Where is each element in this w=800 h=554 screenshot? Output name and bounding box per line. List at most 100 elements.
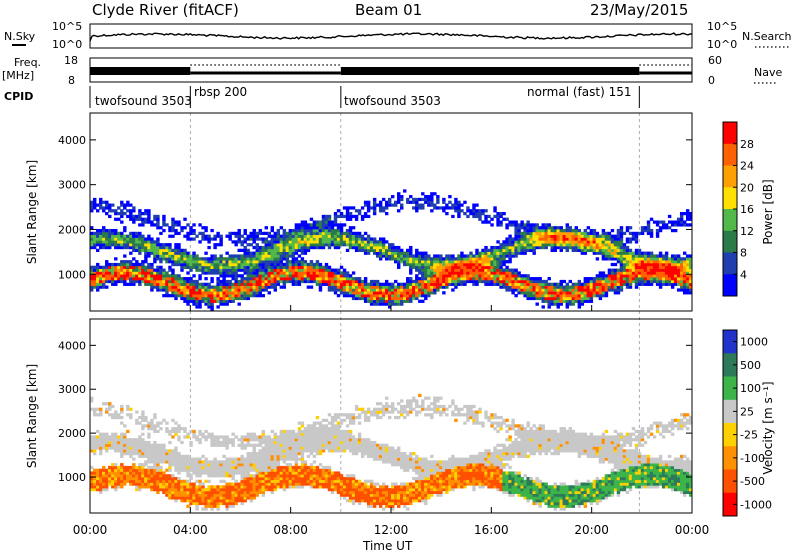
power-cell-345 [144, 265, 148, 269]
power-cell-2874 [556, 302, 560, 306]
velocity-cell-860 [228, 485, 232, 489]
velocity-cell-220 [126, 452, 130, 456]
velocity-cell-1124 [267, 457, 271, 461]
power-cell-2972 [571, 228, 576, 233]
power-cell-2672 [520, 231, 524, 236]
power-cell-570 [177, 243, 181, 247]
power-cell-1783 [366, 282, 371, 286]
power-cell-667 [192, 237, 196, 241]
power-cell-2109 [421, 271, 425, 275]
power-cell-1767 [363, 248, 368, 252]
power-cell-3495 [667, 282, 672, 286]
power-cell-2377 [472, 268, 476, 272]
velocity-cell-342 [147, 482, 151, 486]
power-cell-2891 [559, 299, 563, 303]
power-cell-3101 [595, 248, 600, 252]
power-cell-3058 [589, 299, 594, 303]
velocity-cell-655 [195, 479, 199, 483]
power-cell-2861 [553, 288, 557, 292]
velocity-cell-778 [216, 501, 220, 506]
power-cell-1518 [324, 265, 329, 269]
power-cell-1920 [387, 203, 392, 207]
power-cell-194 [120, 240, 124, 244]
velocity-cell-802 [219, 479, 223, 483]
power-cell-2953 [568, 234, 572, 238]
velocity-cell-195 [120, 410, 124, 414]
power-cell-3488 [664, 262, 669, 267]
power-cell-1144 [267, 279, 271, 284]
power-cell-2182 [433, 282, 437, 286]
power-cell-557 [177, 288, 181, 292]
power-cell-680 [195, 279, 199, 284]
velocity-cell-90 [105, 479, 109, 483]
velocity-cell-125 [111, 474, 115, 478]
power-cell-597 [183, 285, 187, 289]
power-cell-3054 [586, 237, 591, 241]
power-cell-3564 [679, 223, 684, 227]
power-cell-3552 [679, 288, 684, 292]
velocity-cell-26 [93, 449, 97, 453]
velocity-cell-1094 [264, 485, 268, 489]
power-cell-2203 [436, 268, 440, 272]
velocity-cell-38 [96, 479, 100, 483]
power-cell-2282 [451, 254, 455, 258]
power-cell-44 [96, 271, 100, 275]
power-cell-2135 [424, 257, 428, 261]
velocity-cell-1129 [267, 443, 271, 447]
cpid-segment-1: twofsound 3503 [95, 94, 192, 108]
power-cell-3145 [604, 294, 609, 298]
power-cell-88 [102, 234, 106, 238]
velocity-cell-308 [141, 463, 145, 467]
power-cell-996 [246, 291, 250, 295]
power-cell-2535 [499, 245, 503, 250]
power-cell-1974 [397, 195, 401, 199]
power-cell-209 [123, 268, 127, 272]
velocity-cell-540 [177, 490, 181, 494]
power-cell-360 [147, 279, 151, 284]
velocity-cell-789 [216, 463, 220, 467]
velocity-cell-478 [168, 493, 172, 497]
power-cell-887 [228, 262, 232, 267]
power-cell-3516 [670, 262, 675, 267]
power-cell-812 [216, 265, 220, 269]
power-cell-955 [240, 291, 244, 295]
power-cell-2084 [418, 288, 422, 292]
power-cell-3493 [664, 226, 669, 230]
power-cell-1283 [288, 271, 293, 275]
velocity-cell-787 [216, 468, 220, 472]
power-cell-1544 [327, 234, 332, 238]
velocity-cell-1042 [255, 463, 259, 467]
power-cell-3432 [652, 257, 657, 261]
power-cell-418 [156, 282, 160, 286]
power-cell-3233 [616, 245, 621, 250]
velocity-cell-440 [159, 446, 163, 450]
velocity-cell-717 [204, 438, 208, 442]
power-cell-3344 [634, 240, 639, 244]
power-cell-937 [237, 285, 241, 289]
velocity-cell-398 [153, 443, 157, 447]
power-cell-1138 [264, 237, 268, 241]
velocity-cell-305 [141, 471, 145, 475]
power-cell-1463 [315, 245, 320, 250]
power-cell-2627 [514, 251, 518, 255]
power-cell-2703 [526, 274, 530, 278]
power-cell-1464 [315, 243, 320, 247]
power-cell-3237 [616, 234, 621, 238]
power-cell-2679 [523, 285, 527, 289]
power-cell-2711 [526, 228, 530, 233]
power-cell-3221 [616, 285, 621, 289]
power-cell-878 [228, 291, 232, 295]
power-cell-1582 [333, 234, 338, 238]
power-cell-882 [228, 279, 232, 284]
power-cell-2063 [415, 285, 419, 289]
power-cell-1104 [261, 279, 265, 284]
power-cell-3044 [586, 291, 591, 295]
power-cell-2241 [442, 197, 446, 202]
power-cell-999 [246, 282, 250, 286]
power-cell-2908 [562, 299, 566, 303]
velocity-cell-777 [216, 504, 220, 508]
power-cell-1127 [264, 268, 268, 272]
power-cell-3151 [604, 277, 609, 281]
power-cell-54 [96, 228, 100, 233]
velocity-cell-575 [183, 499, 187, 503]
